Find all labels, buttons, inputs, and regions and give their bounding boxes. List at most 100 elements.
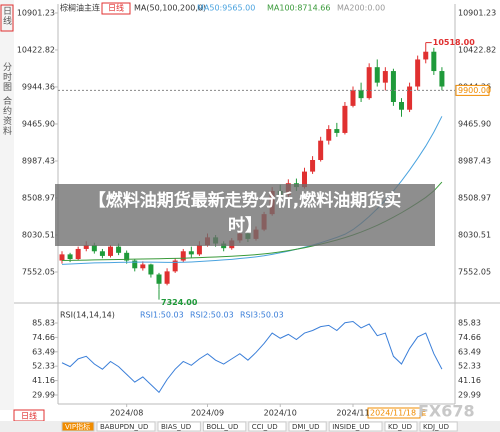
- candle-body: [382, 71, 388, 83]
- candle-body: [132, 260, 138, 269]
- legend-extra: MA200:0.00: [337, 4, 385, 13]
- candle-body: [180, 251, 186, 261]
- candle-body: [318, 140, 324, 161]
- y-tick-label-right: 8508.97: [458, 193, 491, 202]
- rsi-tick-label: 41.16: [32, 376, 55, 385]
- tab-bg[interactable]: [248, 421, 287, 432]
- candle-body: [124, 252, 130, 261]
- tab[interactable]: BABUPDN_UD: [100, 423, 148, 431]
- candle-body: [366, 67, 372, 99]
- candle-body: [326, 129, 332, 141]
- candle-body: [99, 251, 105, 256]
- candle-body: [116, 246, 122, 253]
- sidebar-bg: [0, 0, 14, 410]
- y-tick-label-right: 10422.82: [458, 45, 496, 54]
- y-tick-label-right: 8987.43: [458, 156, 491, 165]
- candle-body: [431, 51, 437, 72]
- candle-body: [196, 245, 202, 255]
- candle-body: [67, 254, 73, 260]
- candle-body: [350, 90, 356, 106]
- candle-body: [108, 246, 113, 256]
- rsi-tick-label-right: 29.99: [458, 390, 481, 399]
- tab[interactable]: VIP指标: [65, 422, 90, 431]
- tab-bg[interactable]: [61, 421, 95, 432]
- rsi-tick-label-right: 52.33: [458, 362, 481, 371]
- period: 日线: [108, 3, 124, 13]
- y-tick-label: 7552.05: [22, 267, 55, 276]
- candle-body: [302, 171, 307, 188]
- side-tab[interactable]: 分时图: [1, 62, 11, 92]
- rsi-legend: RSI2:50.03: [190, 311, 234, 320]
- rsi-legend: RSI3:50.03: [240, 311, 284, 320]
- banner: 【燃料油期货最新走势分析,燃料油期货实时】: [55, 184, 435, 246]
- rsi-tick-label-right: 41.16: [458, 376, 481, 385]
- tab[interactable]: KDJ_UD: [423, 423, 449, 431]
- tab-bg[interactable]: [96, 421, 156, 432]
- high-label: 10518.00: [433, 38, 475, 47]
- candle-body: [334, 129, 340, 133]
- y-tick-label: 10422.82: [17, 45, 55, 54]
- candle-body: [358, 90, 364, 99]
- legend-entry: MA100:8714.66: [267, 4, 330, 13]
- tab-bg[interactable]: [328, 421, 383, 432]
- tab-bg[interactable]: [384, 421, 418, 432]
- title: 棕榈油主连: [60, 3, 100, 13]
- tab[interactable]: INSIDE_UD: [332, 423, 370, 431]
- tab-bg[interactable]: [202, 421, 247, 432]
- y-tick-label: 8987.43: [22, 156, 55, 165]
- y-tick-label-right: 10901.23: [458, 8, 496, 17]
- tab-bg[interactable]: [419, 421, 458, 432]
- cursor-box: [367, 407, 421, 419]
- y-tick-label-right: 8030.51: [458, 230, 491, 239]
- x-tick-label: 2024/09: [191, 409, 224, 418]
- candle-body: [75, 248, 81, 260]
- rsi-tick-label-right: 74.66: [458, 333, 481, 342]
- rsi-legend: RSI1:50.03: [140, 311, 184, 320]
- y-tick-label: 8030.51: [22, 230, 55, 239]
- tab[interactable]: BOLL_UD: [206, 423, 238, 431]
- tab[interactable]: KD_UD: [388, 423, 412, 431]
- candle-body: [399, 101, 404, 110]
- rsi-tick-label: 74.66: [32, 333, 55, 342]
- side-tab[interactable]: 合约资料: [1, 96, 11, 136]
- y-tick-label: 9465.90: [22, 119, 55, 128]
- candle-body: [342, 105, 348, 133]
- price-box: [455, 84, 490, 96]
- candle-body: [423, 51, 429, 60]
- candle-body: [188, 251, 194, 255]
- low-label: 7324.00: [161, 298, 198, 307]
- candle-body: [91, 245, 97, 252]
- watermark: FX678: [418, 402, 475, 421]
- bottom-period[interactable]: 日线: [21, 411, 37, 421]
- tab[interactable]: DMI_UD: [292, 423, 320, 431]
- tab-bg[interactable]: [157, 421, 201, 432]
- tab-bg[interactable]: [288, 421, 327, 432]
- y-tick-label: 8508.97: [22, 193, 55, 202]
- y-tick-label: 9944.36: [22, 82, 55, 91]
- candle-body: [310, 160, 316, 172]
- tab[interactable]: BIAS_UD: [161, 423, 191, 431]
- banner-text: 【燃料油期货最新走势分析,燃料油期货实时】: [88, 191, 402, 236]
- candle-body: [390, 71, 396, 102]
- candle-body: [156, 274, 162, 284]
- indicator: MA(50,100,200,0): [134, 4, 206, 13]
- y-tick-label-right: 9465.90: [458, 119, 491, 128]
- sidebar-active: [0, 4, 14, 32]
- candle-body: [415, 59, 421, 87]
- y-tick-label: 10901.23: [17, 8, 55, 17]
- tab[interactable]: CCI_UD: [252, 423, 278, 431]
- rsi-tick-label: 52.33: [32, 362, 55, 371]
- period-box: [101, 2, 131, 15]
- candle-body: [148, 264, 154, 275]
- side-tab[interactable]: 日线: [1, 6, 11, 26]
- rsi-tick-label: 85.83: [32, 318, 55, 327]
- rsi-tick-label-right: 85.83: [458, 318, 481, 327]
- rsi-indicator: RSI(14,14,14): [60, 311, 115, 320]
- rsi-tick-label: 63.49: [32, 347, 55, 356]
- legend-entry: MA50:9565.00: [197, 4, 255, 13]
- candle-body: [140, 264, 146, 269]
- candle-body: [83, 245, 89, 249]
- candle-body: [374, 67, 380, 83]
